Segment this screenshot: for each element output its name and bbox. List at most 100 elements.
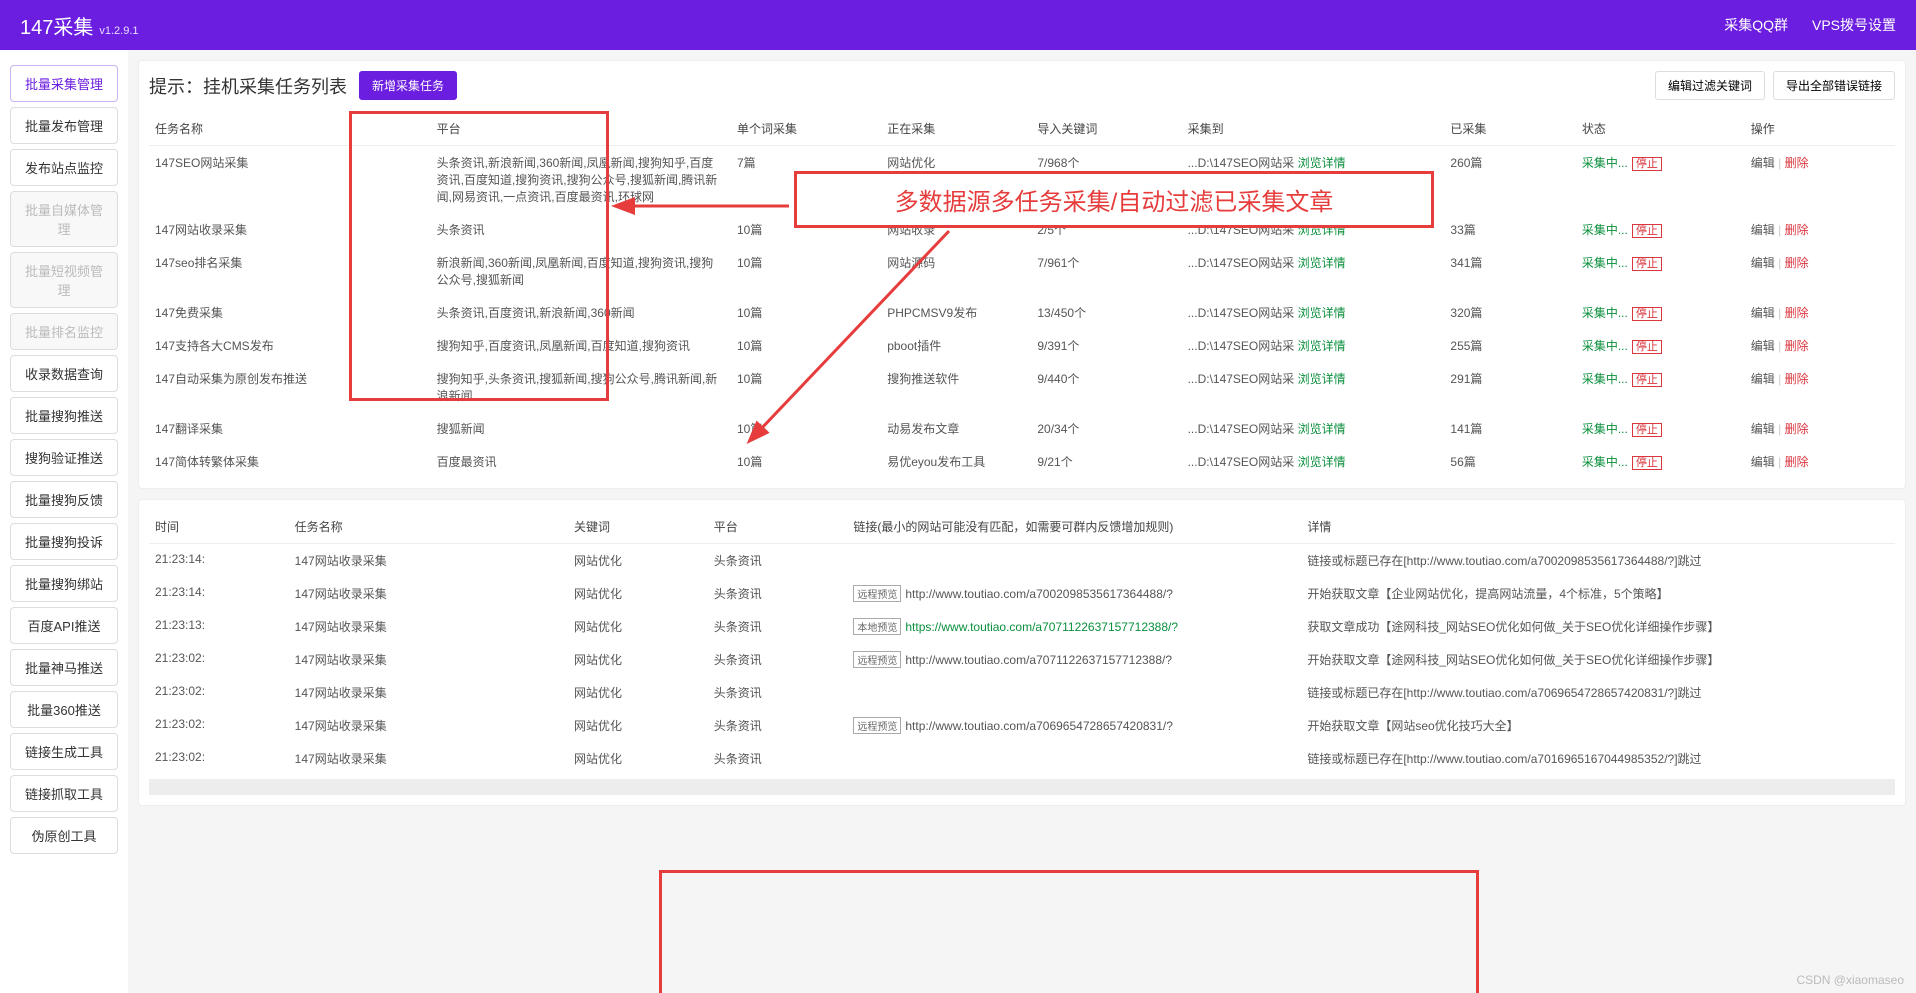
edit-button[interactable]: 编辑 (1751, 372, 1775, 386)
log-col-0: 时间 (149, 510, 289, 544)
task-status: 采集中...停止 (1576, 213, 1745, 246)
delete-button[interactable]: 删除 (1785, 156, 1809, 170)
stop-button[interactable]: 停止 (1632, 456, 1662, 470)
task-name: 147支持各大CMS发布 (149, 329, 431, 362)
edit-button[interactable]: 编辑 (1751, 306, 1775, 320)
delete-button[interactable]: 删除 (1785, 339, 1809, 353)
task-name: 147网站收录采集 (149, 213, 431, 246)
stop-button[interactable]: 停止 (1632, 224, 1662, 238)
task-ops: 编辑 | 删除 (1745, 445, 1895, 478)
stop-button[interactable]: 停止 (1632, 257, 1662, 271)
table-row: 147SEO网站采集头条资讯,新浪新闻,360新闻,凤凰新闻,搜狗知乎,百度资讯… (149, 146, 1895, 214)
log-link: 远程预览 http://www.toutiao.com/a706965472865… (847, 709, 1301, 742)
edit-button[interactable]: 编辑 (1751, 156, 1775, 170)
task-per: 10篇 (731, 362, 881, 412)
detail-link[interactable]: 浏览详情 (1298, 372, 1346, 386)
export-error-links-button[interactable]: 导出全部错误链接 (1773, 71, 1895, 100)
sidebar-item-7[interactable]: 批量搜狗推送 (10, 397, 118, 434)
task-got: 320篇 (1444, 296, 1575, 329)
edit-button[interactable]: 编辑 (1751, 223, 1775, 237)
preview-tag[interactable]: 远程预览 (853, 585, 901, 602)
delete-button[interactable]: 删除 (1785, 422, 1809, 436)
sidebar-item-10[interactable]: 批量搜狗投诉 (10, 523, 118, 560)
task-name: 147seo排名采集 (149, 246, 431, 296)
log-url[interactable]: http://www.toutiao.com/a7069654728657420… (905, 719, 1173, 733)
table-row: 147支持各大CMS发布搜狗知乎,百度资讯,凤凰新闻,百度知道,搜狗资讯10篇p… (149, 329, 1895, 362)
tasks-col-8: 操作 (1745, 112, 1895, 146)
log-time: 21:23:13: (149, 610, 289, 643)
sidebar-item-0[interactable]: 批量采集管理 (10, 65, 118, 102)
log-kw: 网站优化 (568, 643, 708, 676)
add-task-button[interactable]: 新增采集任务 (359, 71, 457, 100)
nav-qq-group[interactable]: 采集QQ群 (1724, 15, 1788, 35)
task-got: 255篇 (1444, 329, 1575, 362)
preview-tag[interactable]: 本地预览 (853, 618, 901, 635)
preview-tag[interactable]: 远程预览 (853, 651, 901, 668)
detail-link[interactable]: 浏览详情 (1298, 455, 1346, 469)
task-kw: 7/961个 (1031, 246, 1181, 296)
task-kw: 2/5个 (1031, 213, 1181, 246)
detail-link[interactable]: 浏览详情 (1298, 223, 1346, 237)
log-detail: 链接或标题已存在[http://www.toutiao.com/a7069654… (1301, 676, 1895, 709)
detail-link[interactable]: 浏览详情 (1298, 306, 1346, 320)
task-got: 33篇 (1444, 213, 1575, 246)
table-row: 21:23:13:147网站收录采集网站优化头条资讯本地预览https://ww… (149, 610, 1895, 643)
sidebar-item-8[interactable]: 搜狗验证推送 (10, 439, 118, 476)
task-name: 147SEO网站采集 (149, 146, 431, 214)
stop-button[interactable]: 停止 (1632, 423, 1662, 437)
log-kw: 网站优化 (568, 676, 708, 709)
sidebar-item-16[interactable]: 链接抓取工具 (10, 775, 118, 812)
task-per: 10篇 (731, 329, 881, 362)
preview-tag[interactable]: 远程预览 (853, 717, 901, 734)
stop-button[interactable]: 停止 (1632, 340, 1662, 354)
task-status: 采集中...停止 (1576, 246, 1745, 296)
detail-link[interactable]: 浏览详情 (1298, 422, 1346, 436)
table-row: 147翻译采集搜狐新闻10篇动易发布文章20/34个...D:\147SEO网站… (149, 412, 1895, 445)
sidebar-item-6[interactable]: 收录数据查询 (10, 355, 118, 392)
edit-button[interactable]: 编辑 (1751, 256, 1775, 270)
sidebar-item-13[interactable]: 批量神马推送 (10, 649, 118, 686)
sidebar-item-9[interactable]: 批量搜狗反馈 (10, 481, 118, 518)
delete-button[interactable]: 删除 (1785, 256, 1809, 270)
detail-link[interactable]: 浏览详情 (1298, 156, 1346, 170)
sidebar-item-12[interactable]: 百度API推送 (10, 607, 118, 644)
sidebar-item-11[interactable]: 批量搜狗绑站 (10, 565, 118, 602)
edit-button[interactable]: 编辑 (1751, 422, 1775, 436)
task-kw: 9/391个 (1031, 329, 1181, 362)
tasks-panel: 提示：挂机采集任务列表 新增采集任务 编辑过滤关键词 导出全部错误链接 任务名称… (138, 60, 1906, 489)
log-time: 21:23:02: (149, 742, 289, 775)
tasks-col-4: 导入关键词 (1031, 112, 1181, 146)
edit-button[interactable]: 编辑 (1751, 455, 1775, 469)
detail-link[interactable]: 浏览详情 (1298, 339, 1346, 353)
delete-button[interactable]: 删除 (1785, 306, 1809, 320)
sidebar-item-17[interactable]: 伪原创工具 (10, 817, 118, 854)
task-status: 采集中...停止 (1576, 296, 1745, 329)
filter-keywords-button[interactable]: 编辑过滤关键词 (1655, 71, 1765, 100)
edit-button[interactable]: 编辑 (1751, 339, 1775, 353)
stop-button[interactable]: 停止 (1632, 157, 1662, 171)
delete-button[interactable]: 删除 (1785, 455, 1809, 469)
log-url[interactable]: http://www.toutiao.com/a7071122637157712… (905, 653, 1172, 667)
stop-button[interactable]: 停止 (1632, 307, 1662, 321)
sidebar-item-4: 批量短视频管理 (10, 252, 118, 308)
sidebar: 批量采集管理批量发布管理发布站点监控批量自媒体管理批量短视频管理批量排名监控收录… (0, 50, 128, 993)
sidebar-item-1[interactable]: 批量发布管理 (10, 107, 118, 144)
delete-button[interactable]: 删除 (1785, 372, 1809, 386)
log-url[interactable]: https://www.toutiao.com/a707112263715771… (905, 620, 1178, 634)
sidebar-item-15[interactable]: 链接生成工具 (10, 733, 118, 770)
horizontal-scrollbar[interactable] (149, 779, 1895, 795)
detail-link[interactable]: 浏览详情 (1298, 256, 1346, 270)
log-detail: 开始获取文章【企业网站优化，提高网站流量，4个标准，5个策略】 (1301, 577, 1895, 610)
stop-button[interactable]: 停止 (1632, 373, 1662, 387)
log-detail: 开始获取文章【途网科技_网站SEO优化如何做_关于SEO优化详细操作步骤】 (1301, 643, 1895, 676)
task-platform: 头条资讯 (431, 213, 731, 246)
tasks-col-6: 已采集 (1444, 112, 1575, 146)
nav-vps-settings[interactable]: VPS拨号设置 (1812, 15, 1896, 35)
task-platform: 新浪新闻,360新闻,凤凰新闻,百度知道,搜狗资讯,搜狗公众号,搜狐新闻 (431, 246, 731, 296)
sidebar-item-14[interactable]: 批量360推送 (10, 691, 118, 728)
log-col-2: 关键词 (568, 510, 708, 544)
delete-button[interactable]: 删除 (1785, 223, 1809, 237)
sidebar-item-2[interactable]: 发布站点监控 (10, 149, 118, 186)
log-url[interactable]: http://www.toutiao.com/a7002098535617364… (905, 587, 1173, 601)
log-kw: 网站优化 (568, 577, 708, 610)
